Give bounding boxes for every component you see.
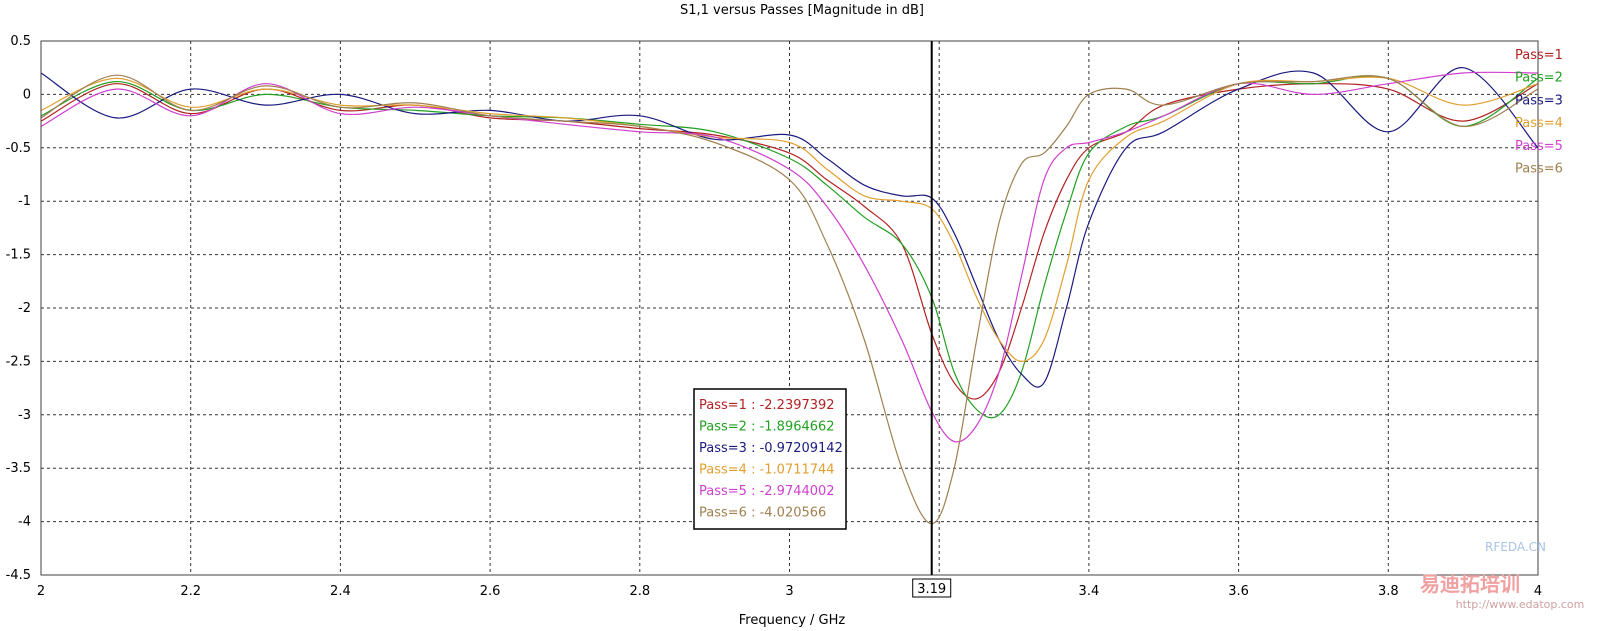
watermark-site: RFEDA.CN [1485, 540, 1546, 554]
x-tick-label: 4 [1534, 584, 1542, 599]
x-tick-label: 2.4 [330, 584, 351, 599]
x-tick-label: 3 [785, 584, 793, 599]
legend-entry: Pass=4 [1515, 116, 1563, 131]
x-tick-label: 2 [37, 584, 45, 599]
x-tick-label: 2.8 [629, 584, 650, 599]
legend-entry: Pass=2 [1515, 71, 1563, 86]
series-line-pass-3 [40, 67, 1539, 388]
y-tick-label: -1 [18, 194, 31, 209]
readout-entry: Pass=2 : -1.8964662 [699, 420, 835, 435]
watermark: RFEDA.CN 易迪拓培训 http://www.edatop.com [1420, 540, 1584, 611]
legend-entry: Pass=6 [1515, 162, 1563, 177]
legend-entry: Pass=5 [1515, 139, 1563, 154]
y-tick-label: -2.5 [6, 354, 31, 369]
y-tick-label: -3 [18, 408, 31, 423]
y-axis: 0.5 0 -0.5 -1 -1.5 -2 -2.5 -3 -3.5 -4 -4.5 [6, 34, 31, 583]
watermark-url: http://www.edatop.com [1456, 598, 1585, 611]
x-axis-label: Frequency / GHz [739, 613, 846, 628]
y-tick-label: -2 [18, 301, 31, 316]
series-line-pass-5 [40, 71, 1539, 443]
y-tick-label: -4 [18, 515, 31, 530]
y-tick-label: 0.5 [10, 34, 31, 49]
legend-entry: Pass=3 [1515, 93, 1563, 108]
y-tick-label: 0 [23, 87, 31, 102]
readout-entry: Pass=5 : -2.9744002 [699, 484, 835, 499]
readout-entry: Pass=1 : -2.2397392 [699, 398, 835, 413]
plot-frame [40, 40, 1539, 576]
x-axis: 22.22.42.62.833.23.43.63.84 [37, 584, 1542, 599]
legend-entry: Pass=1 [1515, 48, 1563, 63]
series-line-pass-4 [40, 76, 1539, 363]
chart-title: S1,1 versus Passes [Magnitude in dB] [680, 3, 924, 18]
readout-entry: Pass=3 : -0.97209142 [699, 441, 843, 456]
series-line-pass-6 [40, 74, 1539, 525]
legend: Pass=1 Pass=2 Pass=3 Pass=4 Pass=5 Pass=6 [1515, 48, 1563, 177]
series-lines [40, 67, 1539, 525]
y-tick-label: -4.5 [6, 568, 31, 583]
x-tick-label: 2.6 [480, 584, 501, 599]
marker-value-label: 3.19 [917, 582, 946, 597]
marker-value-box [912, 578, 952, 598]
x-tick-label: 3.8 [1378, 584, 1399, 599]
readout-entry: Pass=4 : -1.0711744 [699, 463, 835, 478]
y-tick-label: -0.5 [6, 141, 31, 156]
readout-frame [693, 388, 847, 530]
marker-readout-box: Pass=1 : -2.2397392 Pass=2 : -1.8964662 Pa… [693, 388, 847, 530]
x-tick-label: 3.6 [1228, 584, 1249, 599]
x-tick-label: 2.2 [180, 584, 201, 599]
y-tick-label: -1.5 [6, 248, 31, 263]
x-tick-label: 3.4 [1079, 584, 1100, 599]
readout-entry: Pass=6 : -4.020566 [699, 506, 826, 521]
frequency-marker[interactable]: 3.19 [912, 41, 952, 598]
y-tick-label: -3.5 [6, 461, 31, 476]
watermark-cn: 易迪拓培训 [1420, 572, 1520, 596]
